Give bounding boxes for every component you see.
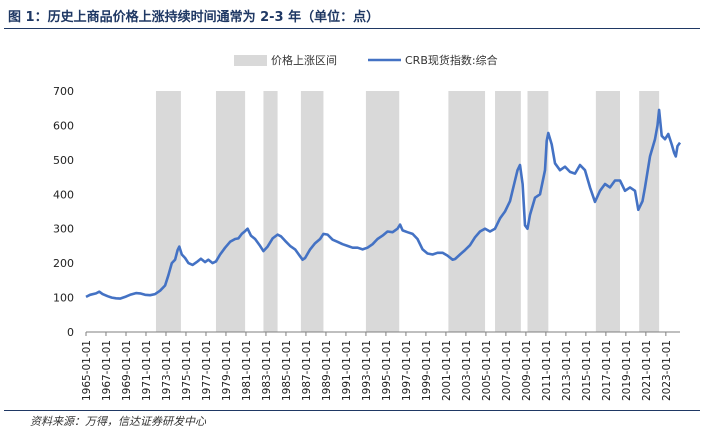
band-8 (595, 91, 621, 332)
x-tick-label: 1977-01-01 (201, 340, 213, 401)
band-3 (300, 91, 324, 332)
x-tick-label: 1975-01-01 (181, 340, 193, 401)
x-tick-label: 2013-01-01 (561, 340, 573, 401)
x-tick-label: 1987-01-01 (301, 340, 313, 401)
x-tick-label: 2019-01-01 (621, 340, 633, 401)
legend: 价格上涨区间 CRB现货指数:综合 (234, 53, 498, 67)
band-7 (527, 91, 549, 332)
x-tick-label: 1979-01-01 (221, 340, 233, 401)
y-tick-label: 200 (53, 257, 74, 270)
x-tick-label: 1989-01-01 (321, 340, 333, 401)
x-tick-label: 2009-01-01 (521, 340, 533, 401)
y-tick-label: 600 (53, 119, 74, 132)
x-tick-label: 2011-01-01 (541, 340, 553, 401)
y-tick-label: 700 (53, 85, 74, 98)
y-tick-label: 400 (53, 188, 74, 201)
x-tick-label: 2007-01-01 (501, 340, 513, 401)
y-axis: 0 100 200 300 400 500 600 700 (53, 85, 74, 339)
x-tick-label: 2005-01-01 (481, 340, 493, 401)
band-2 (263, 91, 278, 332)
x-tick-label: 1985-01-01 (281, 340, 293, 401)
title-rule (4, 28, 700, 29)
x-tick-label: 2023-01-01 (661, 340, 673, 401)
crb-index-line (85, 108, 682, 300)
x-tick-label: 1997-01-01 (401, 340, 413, 401)
y-tick-label: 0 (67, 326, 74, 339)
x-tick-label: 1991-01-01 (341, 340, 353, 401)
x-tick-label: 1973-01-01 (161, 340, 173, 401)
x-tick-label: 2003-01-01 (461, 340, 473, 401)
rising-period-bands (155, 91, 660, 332)
x-tick-label: 1981-01-01 (241, 340, 253, 401)
band-1 (215, 91, 246, 332)
x-tick-label: 1983-01-01 (261, 340, 273, 401)
y-tick-label: 500 (53, 154, 74, 167)
x-tick-label: 2021-01-01 (641, 340, 653, 401)
band-9 (639, 91, 660, 332)
band-5 (448, 91, 486, 332)
x-tick-label: 2001-01-01 (441, 340, 453, 401)
legend-line-label: CRB现货指数:综合 (405, 53, 498, 67)
x-tick-label: 1995-01-01 (381, 340, 393, 401)
x-tick-label: 1967-01-01 (101, 340, 113, 401)
x-tick-label: 1971-01-01 (141, 340, 153, 401)
y-tick-label: 100 (53, 292, 74, 305)
x-tick-label: 2017-01-01 (601, 340, 613, 401)
band-6 (495, 91, 521, 332)
band-4 (365, 91, 400, 332)
band-0 (155, 91, 181, 332)
x-tick-label: 1969-01-01 (121, 340, 133, 401)
source-note: 资料来源：万得，信达证券研发中心 (30, 415, 206, 428)
bottom-rule (4, 410, 700, 411)
y-tick-label: 300 (53, 223, 74, 236)
x-tick-label: 1965-01-01 (81, 340, 93, 401)
figure-title: 图 1：历史上商品价格上涨持续时间通常为 2-3 年（单位：点） (8, 10, 380, 25)
x-tick-label: 1999-01-01 (421, 340, 433, 401)
x-tick-label: 2015-01-01 (581, 340, 593, 401)
x-tick-label: 1993-01-01 (361, 340, 373, 401)
x-axis: 1965-01-01 1967-01-01 1969-01-01 1971-01-01… (81, 331, 680, 401)
legend-band-swatch (234, 55, 267, 66)
legend-band-label: 价格上涨区间 (271, 53, 337, 67)
